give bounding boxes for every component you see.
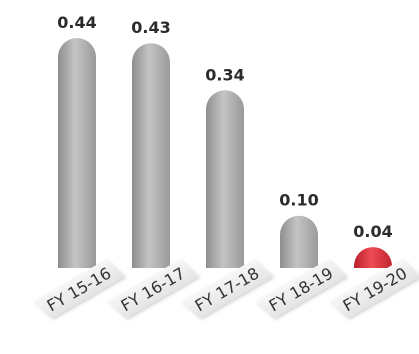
- bar-1: [132, 43, 170, 269]
- bar-4: [354, 247, 392, 268]
- x-tick-tab-shape-4: [328, 259, 419, 319]
- x-tick-tab-shape-0: [32, 259, 125, 319]
- bar-3: [280, 215, 318, 268]
- x-tick-tab-shape-3: [254, 259, 347, 319]
- x-tick-tab-shape-1: [106, 259, 199, 319]
- bar-2: [206, 90, 244, 268]
- value-label-0: 0.44: [57, 13, 96, 32]
- value-label-1: 0.43: [131, 18, 170, 37]
- value-label-3: 0.10: [279, 191, 318, 210]
- bar-0: [58, 38, 96, 268]
- bars-layer: [58, 38, 392, 269]
- x-tick-tab-shape-2: [180, 259, 273, 319]
- value-label-2: 0.34: [205, 65, 244, 84]
- value-label-4: 0.04: [353, 222, 392, 241]
- value-labels: 0.44 0.43 0.34 0.10 0.04: [57, 13, 392, 241]
